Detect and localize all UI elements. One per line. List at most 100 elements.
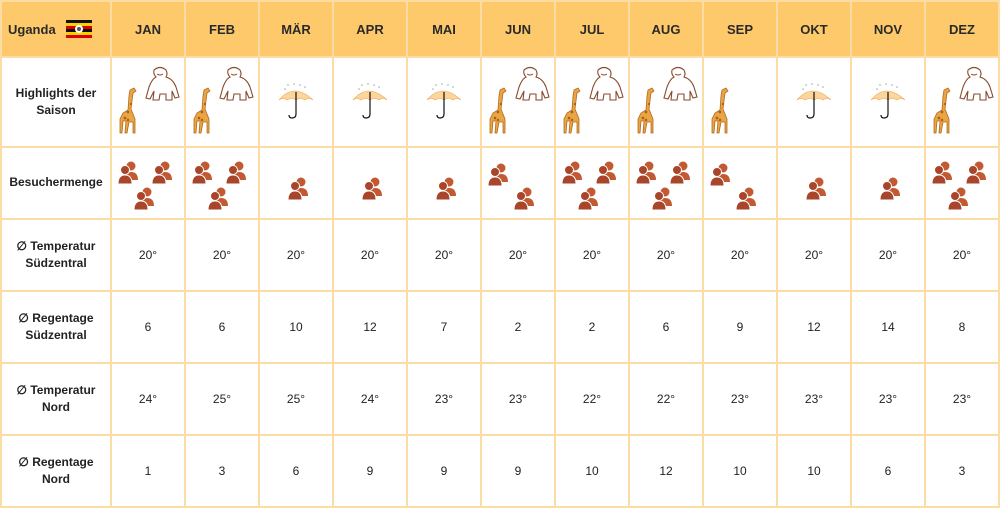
value-cell: 23° [778, 364, 850, 434]
crowd-icon [487, 163, 508, 187]
row-label: ∅ Regentage Nord [2, 436, 110, 506]
crowd-level [630, 152, 702, 214]
value-cell: 7 [408, 292, 480, 362]
crowd-icon [561, 161, 582, 185]
highlight-icons [260, 62, 332, 142]
gorilla-icon [219, 66, 254, 101]
crowd-level [556, 152, 628, 214]
crowd-icon [931, 161, 952, 185]
value-cell: 23° [408, 364, 480, 434]
crowd-icon [513, 187, 534, 211]
flag [65, 20, 92, 38]
crowd-level [408, 152, 480, 214]
month-header: SEP [704, 2, 776, 56]
value-cell: 2 [556, 292, 628, 362]
highlight-cell [408, 58, 480, 146]
highlight-icons [852, 62, 924, 142]
highlight-icons [556, 62, 628, 142]
value-cell: 10 [556, 436, 628, 506]
crowd-level [778, 152, 850, 214]
highlight-icons [778, 62, 850, 142]
value-cell: 3 [186, 436, 258, 506]
giraffe-icon [563, 87, 581, 134]
crowd-level [112, 152, 184, 214]
highlight-icons [482, 62, 554, 142]
row-label: ∅ Temperatur Südzentral [2, 220, 110, 290]
crowd-icon [117, 161, 138, 185]
highlight-cell [704, 58, 776, 146]
month-header: JUL [556, 2, 628, 56]
crowd-icon [287, 177, 308, 201]
value-cell: 20° [408, 220, 480, 290]
crowd-icon [735, 187, 756, 211]
crowd-icon [225, 161, 246, 185]
crowd-icon [879, 177, 900, 201]
month-header: NOV [852, 2, 924, 56]
giraffe-icon [489, 87, 507, 134]
highlight-cell [334, 58, 406, 146]
crowd-cell [408, 148, 480, 218]
value-cell: 23° [852, 364, 924, 434]
highlight-cell [778, 58, 850, 146]
crowd-icon [805, 177, 826, 201]
gorilla-icon [515, 66, 550, 101]
month-header: JUN [482, 2, 554, 56]
crowd-icon [577, 187, 598, 211]
month-header: AUG [630, 2, 702, 56]
value-cell: 20° [778, 220, 850, 290]
value-cell: 20° [926, 220, 998, 290]
crowd-cell [112, 148, 184, 218]
value-cell: 14 [852, 292, 924, 362]
crowd-cell [482, 148, 554, 218]
month-header: FEB [186, 2, 258, 56]
crowd-cell [704, 148, 776, 218]
value-cell: 10 [778, 436, 850, 506]
highlight-cell [852, 58, 924, 146]
value-cell: 20° [334, 220, 406, 290]
value-cell: 23° [482, 364, 554, 434]
value-cell: 20° [260, 220, 332, 290]
value-cell: 9 [408, 436, 480, 506]
month-header: OKT [778, 2, 850, 56]
value-cell: 12 [630, 436, 702, 506]
highlight-icons [630, 62, 702, 142]
gorilla-icon [959, 66, 994, 101]
value-cell: 6 [852, 436, 924, 506]
giraffe-icon [637, 87, 655, 134]
crowd-icon [669, 161, 690, 185]
value-cell: 1 [112, 436, 184, 506]
crowd-level [704, 152, 776, 214]
highlight-icons [112, 62, 184, 142]
value-cell: 6 [260, 436, 332, 506]
crowd-level [334, 152, 406, 214]
gorilla-icon [589, 66, 624, 101]
value-cell: 20° [852, 220, 924, 290]
value-cell: 8 [926, 292, 998, 362]
giraffe-icon [933, 87, 951, 134]
highlight-cell [112, 58, 184, 146]
corner-cell: Uganda [2, 2, 110, 56]
value-cell: 25° [186, 364, 258, 434]
crowd-icon [207, 187, 228, 211]
umbrella-icon [352, 83, 388, 119]
crowd-cell [630, 148, 702, 218]
row-label: ∅ Regentage Südzentral [2, 292, 110, 362]
month-header: JAN [112, 2, 184, 56]
value-cell: 12 [778, 292, 850, 362]
value-cell: 6 [112, 292, 184, 362]
crowd-icon [133, 187, 154, 211]
month-header: MAI [408, 2, 480, 56]
month-header: APR [334, 2, 406, 56]
value-cell: 22° [630, 364, 702, 434]
gorilla-icon [663, 66, 698, 101]
crowd-level [926, 152, 998, 214]
crowd-icon [635, 161, 656, 185]
value-cell: 9 [334, 436, 406, 506]
value-cell: 24° [334, 364, 406, 434]
umbrella-icon [796, 83, 832, 119]
month-header: MÄR [260, 2, 332, 56]
gorilla-icon [145, 66, 180, 101]
crowd-cell [852, 148, 924, 218]
crowd-icon [947, 187, 968, 211]
